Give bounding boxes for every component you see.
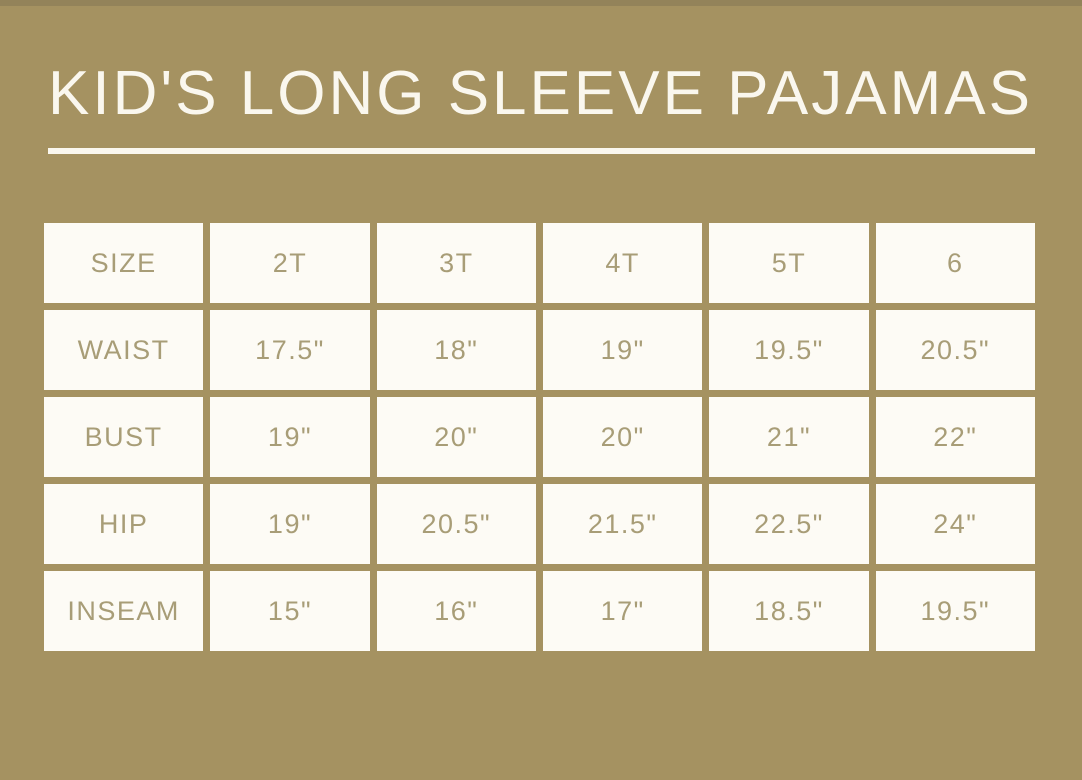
page-title: KID'S LONG SLEEVE PAJAMAS (48, 59, 1033, 128)
table-cell: 24" (875, 484, 1035, 565)
row-label-cell: INSEAM (44, 571, 204, 652)
table-cell: 22" (875, 397, 1035, 478)
table-header-cell: 5T (709, 223, 869, 304)
table-cell: 17" (542, 571, 703, 652)
size-chart-page: KID'S LONG SLEEVE PAJAMAS SIZE 2T 3T 4T … (44, 59, 1035, 652)
table-cell: 16" (376, 571, 536, 652)
table-cell: 20" (542, 397, 703, 478)
table-cell: 17.5" (210, 310, 370, 391)
top-edge-strip (0, 0, 1082, 6)
table-cell: 19" (210, 484, 370, 565)
table-cell: 21.5" (542, 484, 703, 565)
table-cell: 19.5" (709, 310, 869, 391)
table-cell: 21" (709, 397, 869, 478)
table-header-cell: 3T (376, 223, 536, 304)
table-cell: 15" (210, 571, 370, 652)
table-header-cell: 4T (542, 223, 703, 304)
table-cell: 20.5" (376, 484, 536, 565)
table-header-cell: SIZE (44, 223, 204, 304)
row-label-cell: HIP (44, 484, 204, 565)
table-cell: 19" (210, 397, 370, 478)
table-cell: 18.5" (709, 571, 869, 652)
row-label-cell: BUST (44, 397, 204, 478)
table-cell: 19" (542, 310, 703, 391)
table-cell: 18" (376, 310, 536, 391)
title-underline (48, 148, 1035, 155)
row-label-cell: WAIST (44, 310, 204, 391)
table-cell: 19.5" (875, 571, 1035, 652)
table-header-cell: 6 (875, 223, 1035, 304)
table-cell: 20.5" (875, 310, 1035, 391)
size-chart-table: SIZE 2T 3T 4T 5T 6 WAIST 17.5" 18" 19" 1… (44, 223, 1035, 652)
table-header-cell: 2T (210, 223, 370, 304)
table-cell: 22.5" (709, 484, 869, 565)
table-cell: 20" (376, 397, 536, 478)
